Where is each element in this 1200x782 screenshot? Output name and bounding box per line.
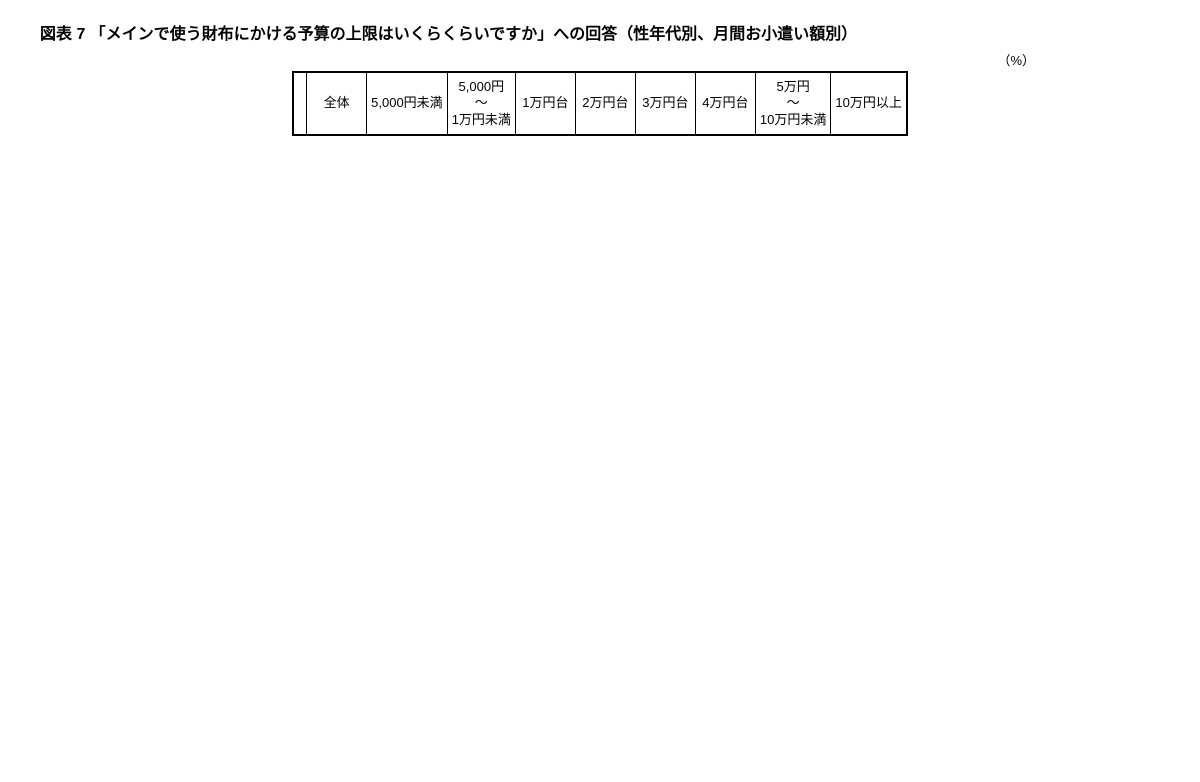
column-header: 2万円台 (575, 72, 635, 135)
column-header: 5万円〜10万円未満 (755, 72, 830, 135)
column-header: 4万円台 (695, 72, 755, 135)
data-table: 全体5,000円未満5,000円〜1万円未満1万円台2万円台3万円台4万円台5万… (292, 71, 908, 136)
column-header: 全体 (307, 72, 367, 135)
unit-label: （%） (165, 50, 1035, 69)
header-blank (293, 72, 307, 135)
column-header: 10万円以上 (831, 72, 907, 135)
column-header: 5,000円未満 (367, 72, 448, 135)
chart-title: 図表 7 「メインで使う財布にかける予算の上限はいくらくらいですか」への回答（性… (40, 20, 1160, 44)
column-header: 5,000円〜1万円未満 (447, 72, 515, 135)
column-header: 3万円台 (635, 72, 695, 135)
column-header: 1万円台 (515, 72, 575, 135)
